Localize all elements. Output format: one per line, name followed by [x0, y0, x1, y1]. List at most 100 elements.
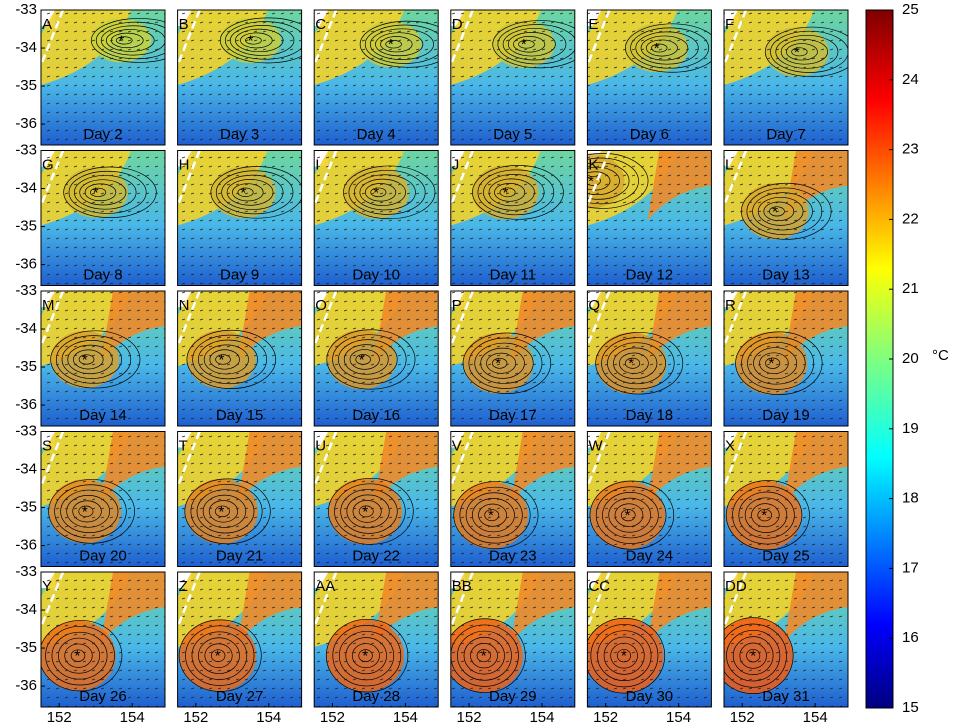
- y-tick-label: -36: [15, 115, 37, 132]
- eddy-center: *: [388, 36, 394, 53]
- panel-letter: L: [725, 156, 733, 173]
- day-label: Day 22: [352, 547, 400, 564]
- x-tick-label: 154: [393, 709, 418, 726]
- colorbar: [866, 10, 893, 708]
- panel-letter: C: [315, 16, 326, 33]
- colorbar-tick-label: 18: [902, 490, 919, 507]
- panel: [178, 432, 302, 567]
- day-label: Day 15: [216, 407, 264, 424]
- velocity-field: [451, 432, 575, 567]
- y-tick-label: -33: [15, 563, 37, 580]
- panel: [724, 10, 858, 145]
- day-label: Day 2: [83, 126, 122, 143]
- panel-letter: Q: [588, 297, 600, 314]
- velocity-field: [451, 151, 575, 286]
- x-tick-label: 152: [183, 709, 208, 726]
- day-label: Day 11: [490, 266, 536, 283]
- y-tick-label: -36: [15, 537, 37, 554]
- panel: [587, 432, 711, 567]
- panel-letter: B: [179, 16, 189, 33]
- panel-letter: G: [42, 156, 54, 173]
- panel-letter: X: [725, 437, 735, 454]
- velocity-field: [724, 432, 848, 567]
- velocity-field: [587, 151, 711, 286]
- y-tick-label: -34: [15, 460, 37, 477]
- velocity-field: [451, 291, 575, 426]
- panel-letter: J: [452, 156, 460, 173]
- day-label: Day 28: [352, 688, 400, 705]
- colorbar-tick-label: 24: [902, 71, 919, 88]
- panel-letter: P: [452, 297, 462, 314]
- colorbar-tick-label: 25: [902, 1, 919, 18]
- colorbar-tick-label: 19: [902, 420, 919, 437]
- y-tick-label: -35: [15, 218, 37, 235]
- velocity-field: [587, 10, 711, 145]
- eddy-center: *: [218, 503, 224, 520]
- day-label: Day 18: [626, 407, 674, 424]
- day-label: Day 3: [220, 126, 259, 143]
- panel-letter: CC: [588, 578, 610, 595]
- day-label: Day 12: [626, 266, 674, 283]
- day-label: Day 7: [766, 126, 805, 143]
- panel-letter: T: [179, 437, 188, 454]
- eddy-center: *: [768, 355, 774, 372]
- velocity-field: [178, 10, 302, 145]
- velocity-field: [314, 432, 438, 567]
- day-label: Day 29: [489, 688, 537, 705]
- panel: [178, 572, 302, 707]
- y-tick-label: -36: [15, 677, 37, 694]
- eddy-center: *: [373, 184, 379, 201]
- colorbar-unit: °C: [932, 347, 949, 364]
- y-tick-label: -33: [15, 1, 37, 18]
- day-label: Day 27: [216, 688, 264, 705]
- y-tick-label: -35: [15, 77, 37, 94]
- velocity-field: [451, 10, 575, 145]
- panel: [178, 10, 316, 145]
- y-tick-label: -33: [15, 282, 37, 299]
- eddy-center: *: [362, 503, 368, 520]
- day-label: Day 25: [762, 547, 810, 564]
- panel-letter: K: [588, 156, 598, 173]
- y-tick-label: -33: [15, 422, 37, 439]
- eddy-center: *: [240, 184, 246, 201]
- velocity-field: [587, 291, 711, 426]
- y-tick-label: -36: [15, 396, 37, 413]
- colorbar-tick-label: 20: [902, 350, 919, 367]
- velocity-field: [178, 572, 302, 707]
- day-label: Day 5: [493, 126, 532, 143]
- y-tick-label: -34: [15, 320, 37, 337]
- day-label: Day 24: [626, 547, 674, 564]
- eddy-center: *: [625, 507, 631, 524]
- y-tick-label: -34: [15, 179, 37, 196]
- day-label: Day 23: [489, 547, 537, 564]
- colorbar-tick-label: 23: [902, 141, 919, 158]
- y-tick-label: -34: [15, 39, 37, 56]
- eddy-center: *: [761, 507, 767, 524]
- eddy-center: *: [621, 648, 627, 665]
- day-label: Day 16: [352, 407, 400, 424]
- panel-letter: Y: [42, 578, 52, 595]
- panel-letter: D: [452, 16, 463, 33]
- panel-letter: Z: [179, 578, 188, 595]
- panel: [558, 151, 712, 286]
- panel-letter: O: [315, 297, 327, 314]
- x-tick-label: 154: [120, 709, 145, 726]
- eddy-center: *: [750, 648, 756, 665]
- x-tick-label: 152: [47, 709, 72, 726]
- day-label: Day 10: [352, 266, 400, 283]
- panel: [314, 10, 455, 145]
- eddy-center: *: [794, 44, 800, 61]
- eddy-center: *: [521, 36, 527, 53]
- day-label: Day 26: [79, 688, 127, 705]
- day-label: Day 17: [489, 407, 537, 424]
- velocity-field: [314, 10, 438, 145]
- panel: [41, 432, 165, 567]
- eddy-center: *: [359, 351, 365, 368]
- velocity-field: [41, 432, 165, 567]
- panel: [587, 291, 711, 426]
- panel: [314, 432, 438, 567]
- panel: [41, 151, 165, 286]
- panel: [451, 291, 575, 426]
- panel: [314, 151, 438, 286]
- x-tick-label: 154: [256, 709, 281, 726]
